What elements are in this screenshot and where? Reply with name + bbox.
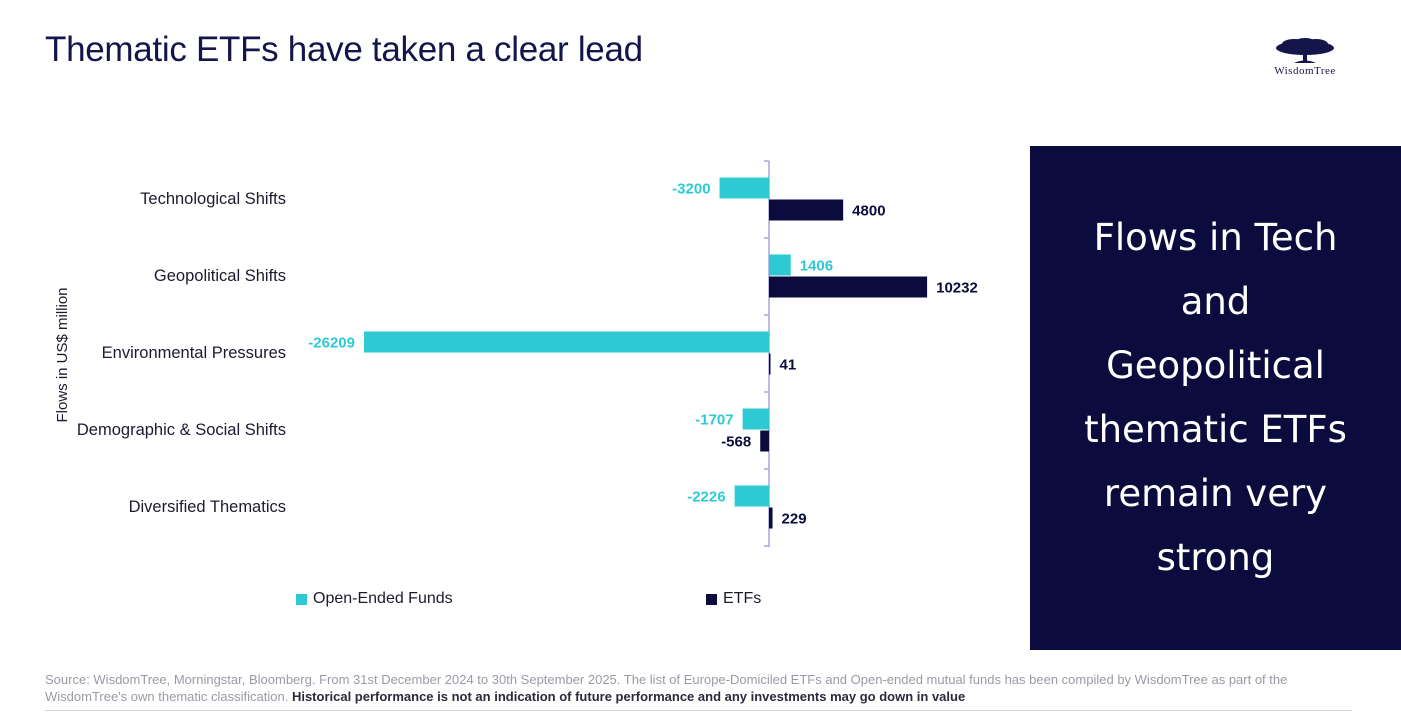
bar-open-ended-technological-shifts — [719, 177, 769, 199]
data-label-etfs-diversified-thematics: 229 — [782, 511, 807, 528]
footer-divider — [45, 710, 1352, 711]
category-label-diversified-thematics: Diversified Thematics — [129, 498, 286, 516]
bar-etfs-geopolitical-shifts — [769, 276, 928, 298]
data-label-etfs-demographic-social-shifts: -568 — [721, 434, 751, 451]
data-label-open-ended-diversified-thematics: -2226 — [687, 489, 725, 506]
legend-label-open-ended: Open-Ended Funds — [313, 590, 453, 607]
data-label-etfs-environmental-pressures: 41 — [780, 357, 797, 374]
category-label-geopolitical-shifts: Geopolitical Shifts — [154, 267, 286, 285]
tree-icon — [1276, 38, 1334, 63]
bar-etfs-technological-shifts — [769, 199, 844, 221]
callout-text: Flows in Tech and Geopolitical thematic … — [1084, 216, 1347, 579]
bar-open-ended-demographic-social-shifts — [742, 408, 769, 430]
footer-disclaimer: Historical performance is not an indicat… — [291, 689, 966, 704]
category-label-demographic-social-shifts: Demographic & Social Shifts — [77, 421, 286, 439]
bar-open-ended-environmental-pressures — [364, 331, 769, 353]
bar-etfs-demographic-social-shifts — [760, 430, 769, 452]
category-label-technological-shifts: Technological Shifts — [140, 190, 286, 208]
category-label-environmental-pressures: Environmental Pressures — [102, 344, 286, 362]
flows-bar-chart: Flows in US$ million Technological Shifts… — [54, 160, 978, 547]
legend-swatch-etfs — [706, 593, 717, 605]
data-label-open-ended-demographic-social-shifts: -1707 — [695, 412, 733, 429]
logo-wordmark: WisdomTree — [1274, 65, 1336, 77]
page-title: Thematic ETFs have taken a clear lead — [45, 30, 643, 69]
legend-item-etfs: ETFs — [706, 590, 761, 608]
y-axis-title: Flows in US$ million — [54, 287, 71, 422]
wisdomtree-logo: WisdomTree — [1250, 38, 1360, 82]
legend-swatch-open-ended — [296, 593, 307, 605]
data-label-open-ended-geopolitical-shifts: 1406 — [800, 258, 833, 275]
footer-source: Source: WisdomTree, Morningstar, Bloombe… — [45, 671, 1345, 705]
data-label-etfs-technological-shifts: 4800 — [852, 203, 885, 220]
callout-box: Flows in Tech and Geopolitical thematic … — [1030, 146, 1401, 650]
bar-etfs-diversified-thematics — [769, 507, 773, 529]
bar-open-ended-geopolitical-shifts — [769, 254, 791, 276]
legend-item-open-ended: Open-Ended Funds — [296, 590, 453, 608]
legend-label-etfs: ETFs — [723, 590, 762, 607]
data-label-open-ended-environmental-pressures: -26209 — [308, 335, 355, 352]
footer-source-text: Source: WisdomTree, Morningstar, Bloombe… — [45, 672, 1288, 704]
data-label-etfs-geopolitical-shifts: 10232 — [936, 280, 978, 297]
data-label-open-ended-technological-shifts: -3200 — [672, 181, 710, 198]
bar-etfs-environmental-pressures — [769, 353, 771, 375]
bar-open-ended-diversified-thematics — [734, 485, 769, 507]
